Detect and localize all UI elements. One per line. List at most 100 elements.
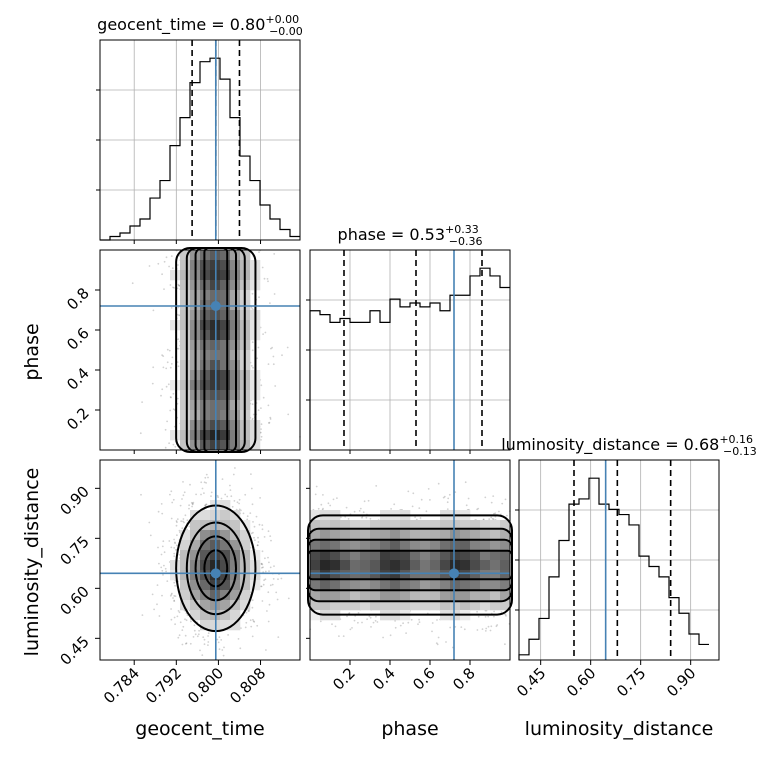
sample-point xyxy=(178,611,181,614)
density-cell xyxy=(180,580,191,591)
sample-point xyxy=(488,518,491,520)
sample-point xyxy=(178,634,181,637)
sample-point xyxy=(245,621,248,624)
sample-point xyxy=(446,501,449,504)
density-cell xyxy=(220,560,231,571)
sample-point xyxy=(264,557,266,560)
sample-point xyxy=(173,599,176,602)
sample-point xyxy=(170,363,173,365)
sample-point xyxy=(166,580,169,582)
sample-point xyxy=(239,647,242,650)
sample-point xyxy=(260,585,263,588)
sample-point xyxy=(224,493,227,496)
sample-point xyxy=(264,570,267,573)
sample-point xyxy=(246,518,249,521)
sample-point xyxy=(245,611,248,614)
sample-point xyxy=(182,625,185,628)
sample-point xyxy=(394,620,396,622)
sample-point xyxy=(189,642,192,645)
sample-point xyxy=(437,482,440,485)
sample-point xyxy=(427,488,430,490)
sample-point xyxy=(220,497,223,500)
sample-point xyxy=(467,497,470,500)
sample-point xyxy=(229,489,232,491)
sample-point xyxy=(196,635,199,638)
sample-point xyxy=(174,542,177,545)
sample-point xyxy=(267,530,270,533)
sample-point xyxy=(237,638,240,640)
sample-point xyxy=(256,624,259,627)
sample-point xyxy=(169,409,172,412)
sample-point xyxy=(393,503,396,506)
sample-point xyxy=(368,615,371,618)
panel-frame-geocent_time-vs-luminosity_distance xyxy=(99,459,301,661)
sample-point xyxy=(382,636,384,639)
sample-point xyxy=(260,435,263,438)
sample-point xyxy=(170,255,173,257)
sample-point xyxy=(168,349,171,352)
sample-point xyxy=(496,624,499,626)
sample-point xyxy=(169,594,172,597)
sample-point xyxy=(161,388,164,391)
sample-point xyxy=(506,514,508,517)
sample-point xyxy=(286,346,289,349)
density-cell xyxy=(180,540,191,551)
sample-point xyxy=(160,566,163,569)
sample-point xyxy=(367,499,370,502)
sample-point xyxy=(161,594,163,597)
density-cell xyxy=(220,340,231,351)
sample-point xyxy=(281,354,283,357)
sample-point xyxy=(185,642,187,645)
sample-point xyxy=(394,626,397,629)
sample-point xyxy=(414,516,416,518)
density-cell xyxy=(170,570,181,581)
sample-point xyxy=(174,623,177,626)
sample-point xyxy=(181,629,184,631)
sample-point xyxy=(266,610,268,612)
density-cell xyxy=(220,270,231,281)
density-cell xyxy=(180,270,191,281)
sample-point xyxy=(375,485,378,487)
sample-point xyxy=(272,363,275,366)
sample-point xyxy=(170,546,173,549)
sample-point xyxy=(251,308,254,310)
sample-point xyxy=(174,549,177,551)
sample-point xyxy=(177,264,179,266)
sample-point xyxy=(257,409,260,412)
density-cell xyxy=(220,320,231,331)
density-cell xyxy=(180,340,191,351)
hist-step-geocent_time xyxy=(100,57,300,241)
sample-point xyxy=(220,639,223,641)
sample-point xyxy=(490,625,493,628)
sample-point xyxy=(181,527,184,530)
sample-point xyxy=(261,600,264,602)
density-cell xyxy=(240,580,251,591)
sample-point xyxy=(153,608,156,611)
sample-point xyxy=(265,649,267,651)
sample-point xyxy=(217,496,220,499)
sample-point xyxy=(252,413,255,416)
density-cell xyxy=(180,440,191,451)
density-cell xyxy=(200,530,211,541)
sample-point xyxy=(170,593,173,596)
sample-point xyxy=(260,407,262,409)
sample-point xyxy=(407,490,410,493)
contour-geocent_time-vs-phase-3 xyxy=(203,247,229,453)
sample-point xyxy=(351,627,353,629)
sample-point xyxy=(173,287,176,289)
sample-point xyxy=(240,509,242,512)
sample-point xyxy=(338,635,340,637)
density-cell xyxy=(220,300,231,311)
sample-point xyxy=(152,366,155,369)
contours-geocent_time-vs-phase xyxy=(175,247,257,453)
sample-point xyxy=(252,366,254,369)
density-cell xyxy=(190,550,201,561)
sample-point xyxy=(192,501,195,504)
density-cell xyxy=(220,310,231,321)
density-cell xyxy=(220,380,231,391)
sample-point xyxy=(267,591,270,594)
sample-point xyxy=(376,621,379,623)
density-cell xyxy=(180,300,191,311)
density-cell xyxy=(220,390,231,401)
sample-point xyxy=(207,641,210,643)
